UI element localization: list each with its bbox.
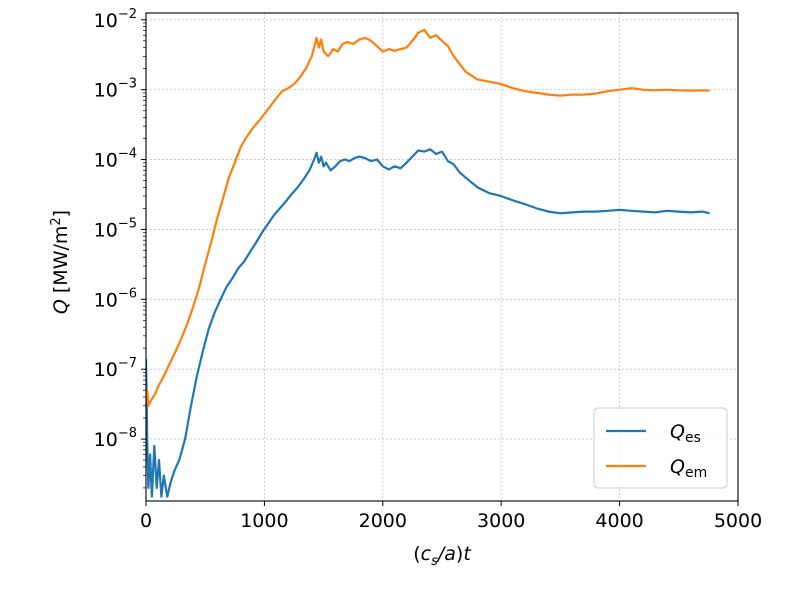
x-tick-label: 3000 <box>477 510 525 532</box>
x-tick-label: 4000 <box>595 510 643 532</box>
x-tick-label: 2000 <box>359 510 407 532</box>
x-axis: 0 1000 2000 3000 4000 5000 <box>140 501 762 532</box>
y-tick-label: 10−8 <box>94 426 137 451</box>
series-line-q-es <box>146 148 710 498</box>
legend: Qes Qem <box>593 407 728 489</box>
series-layer <box>146 28 710 498</box>
y-axis-label: Q [MW/m2] <box>49 210 72 314</box>
x-axis-label: (cs/a)t <box>413 543 472 569</box>
legend-box <box>593 407 728 489</box>
legend-label-q-em: Qem <box>670 456 707 481</box>
x-tick-label: 0 <box>140 510 152 532</box>
y-tick-label: 10−7 <box>94 356 137 381</box>
series-line-q-em <box>146 28 710 407</box>
y-tick-label: 10−5 <box>94 216 137 241</box>
y-tick-label: 10−3 <box>94 77 137 102</box>
x-tick-label: 5000 <box>714 510 762 532</box>
y-tick-label: 10−2 <box>94 7 137 32</box>
y-tick-label: 10−6 <box>94 286 137 311</box>
legend-label-q-es: Qes <box>670 421 701 446</box>
y-tick-label: 10−4 <box>94 147 137 172</box>
x-tick-label: 1000 <box>240 510 288 532</box>
y-axis: 10−8 10−7 10−6 10−5 10−4 10−3 10−2 <box>94 7 146 489</box>
